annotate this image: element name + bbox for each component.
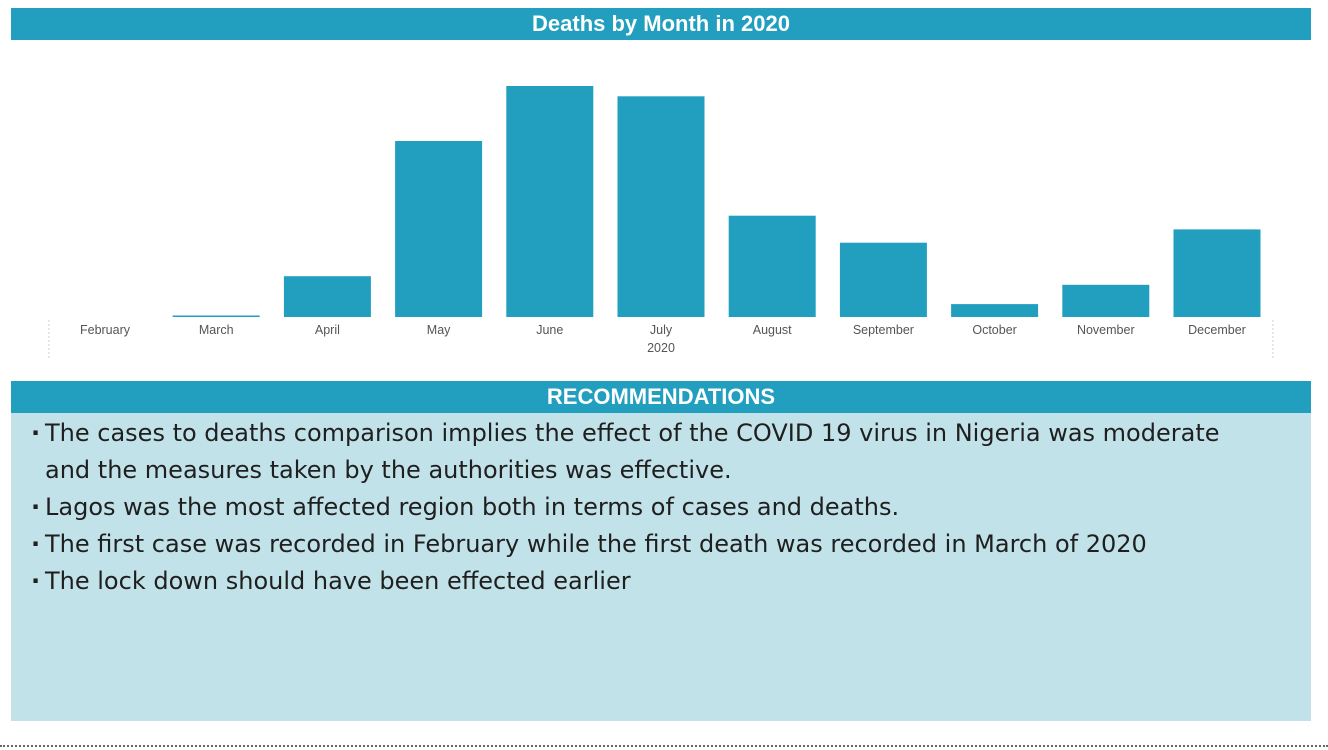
recommendations-panel: The cases to deaths comparison implies t… — [11, 413, 1311, 721]
chart-title: Deaths by Month in 2020 — [11, 8, 1311, 40]
x-tick-label-august: August — [753, 323, 792, 337]
bottom-divider — [0, 745, 1328, 747]
recommendation-item: The cases to deaths comparison implies t… — [31, 415, 1271, 489]
x-tick-label-february: February — [80, 323, 131, 337]
bar-march[interactable] — [172, 315, 260, 318]
x-tick-label-may: May — [427, 323, 451, 337]
bar-july[interactable] — [617, 96, 705, 317]
recommendations-title: RECOMMENDATIONS — [11, 381, 1311, 413]
recommendation-item: Lagos was the most affected region both … — [31, 489, 1271, 526]
recommendation-item: The lock down should have been effected … — [31, 563, 1271, 600]
x-tick-label-october: October — [972, 323, 1016, 337]
bar-december[interactable] — [1173, 229, 1261, 317]
deaths-bar-chart: February March April May June July August Septe… — [48, 86, 1274, 358]
x-tick-label-june: June — [536, 323, 563, 337]
x-tick-label-september: September — [853, 323, 914, 337]
bar-november[interactable] — [1062, 284, 1150, 317]
bar-may[interactable] — [395, 141, 483, 317]
x-tick-labels: February March April May June July August Septe… — [80, 323, 1246, 337]
x-year-label: 2020 — [647, 341, 675, 355]
x-tick-label-december: December — [1188, 323, 1246, 337]
x-tick-label-november: November — [1077, 323, 1135, 337]
bar-june[interactable] — [506, 86, 594, 317]
bars-group — [172, 86, 1261, 318]
bar-october[interactable] — [951, 304, 1039, 317]
recommendation-item: The first case was recorded in February … — [31, 526, 1271, 563]
x-tick-label-march: March — [199, 323, 234, 337]
bar-september[interactable] — [839, 242, 927, 317]
recommendations-list: The cases to deaths comparison implies t… — [11, 413, 1311, 600]
bar-april[interactable] — [283, 276, 371, 317]
x-tick-label-april: April — [315, 323, 340, 337]
x-tick-label-july: July — [650, 323, 673, 337]
bar-august[interactable] — [728, 215, 816, 317]
